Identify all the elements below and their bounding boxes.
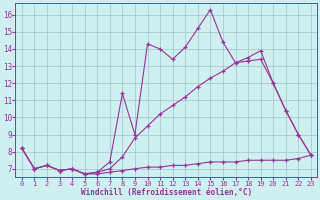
- X-axis label: Windchill (Refroidissement éolien,°C): Windchill (Refroidissement éolien,°C): [81, 188, 252, 197]
